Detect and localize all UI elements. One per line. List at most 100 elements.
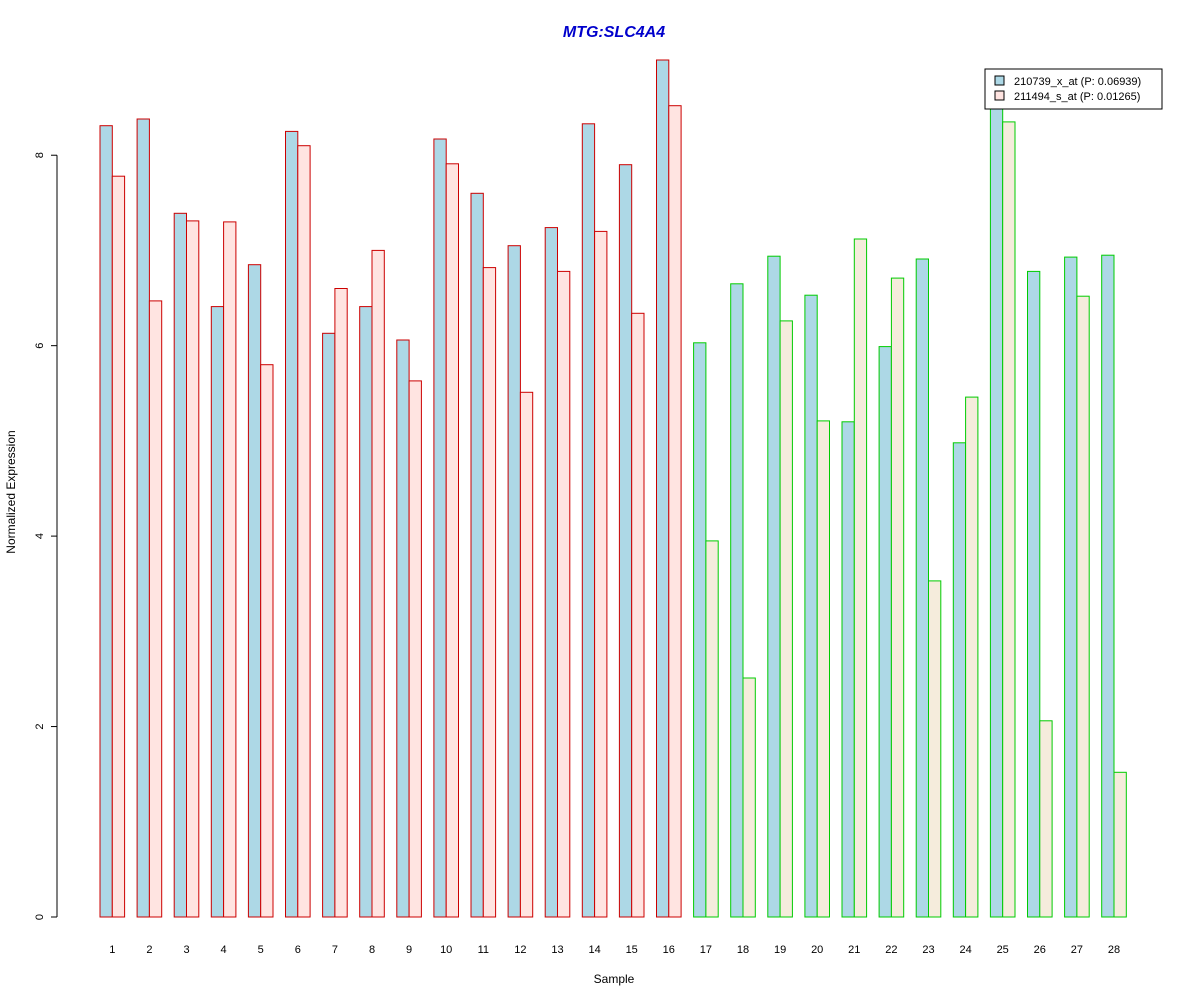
bar-sample-23-series-2 [928, 580, 942, 918]
bar-sample-24-series-2 [965, 396, 979, 918]
bar-sample-28-series-2 [1113, 771, 1127, 918]
bar-sample-22-series-1 [878, 346, 892, 918]
bar-sample-6-series-1 [285, 130, 299, 918]
x-tick-label: 17 [700, 944, 712, 956]
y-tick-label: 2 [34, 723, 46, 729]
bar-sample-21-series-1 [841, 421, 855, 918]
legend: 210739_x_at (P: 0.06939) 211494_s_at (P:… [984, 68, 1163, 110]
bar-sample-5-series-1 [247, 264, 262, 918]
bar-sample-21-series-2 [853, 238, 868, 918]
bar-sample-1-series-1 [99, 125, 113, 918]
bar-sample-23-series-1 [915, 258, 930, 918]
bar-sample-18-series-2 [742, 677, 756, 918]
x-tick-label: 2 [146, 944, 152, 956]
bar-sample-17-series-1 [693, 342, 707, 918]
x-tick-label: 9 [406, 944, 412, 956]
legend-swatch-series-1 [994, 75, 1005, 86]
bar-sample-8-series-1 [359, 306, 373, 918]
legend-label-series-1: 210739_x_at (P: 0.06939) [1014, 76, 1141, 88]
bar-sample-4-series-1 [210, 306, 225, 918]
bar-sample-6-series-2 [297, 145, 311, 918]
x-tick-label: 23 [922, 944, 934, 956]
bar-sample-7-series-2 [334, 288, 348, 918]
x-tick-label: 12 [514, 944, 526, 956]
x-tick-label: 3 [183, 944, 189, 956]
x-tick-label: 25 [997, 944, 1009, 956]
x-tick-label: 6 [295, 944, 301, 956]
x-tick-label: 18 [737, 944, 749, 956]
bar-sample-1-series-2 [111, 175, 126, 918]
x-tick-label: 8 [369, 944, 375, 956]
bar-sample-3-series-1 [173, 212, 187, 918]
bar-sample-9-series-2 [408, 380, 422, 918]
bar-sample-5-series-2 [260, 364, 274, 918]
x-tick-label: 19 [774, 944, 786, 956]
bar-sample-15-series-1 [618, 164, 633, 918]
legend-swatch-series-2 [994, 90, 1005, 101]
bar-sample-10-series-1 [433, 138, 447, 918]
x-tick-label: 21 [848, 944, 860, 956]
x-tick-label: 28 [1108, 944, 1120, 956]
bar-sample-12-series-1 [507, 245, 521, 918]
bar-sample-9-series-1 [396, 339, 410, 918]
bar-sample-12-series-2 [519, 391, 534, 918]
bar-sample-25-series-1 [989, 102, 1004, 918]
bar-sample-16-series-1 [656, 59, 670, 918]
bar-sample-2-series-2 [148, 300, 163, 918]
chart-title: MTG:SLC4A4 [563, 24, 665, 41]
bar-sample-24-series-1 [952, 442, 967, 918]
x-tick-label: 24 [959, 944, 971, 956]
bars-layer [99, 59, 1127, 918]
x-tick-label: 14 [588, 944, 600, 956]
x-tick-labels: 1 2 3 4 5 6 7 8 9 10 11 12 13 14 15 16 17 18 19 20 21 22 23 24 2… [109, 944, 1120, 956]
bar-sample-17-series-2 [705, 540, 719, 918]
bar-sample-26-series-1 [1027, 270, 1041, 918]
x-tick-label: 26 [1034, 944, 1046, 956]
bar-sample-27-series-1 [1064, 256, 1078, 918]
bar-sample-26-series-2 [1039, 720, 1053, 918]
bar-sample-19-series-1 [767, 255, 781, 918]
legend-box [984, 68, 1163, 110]
bar-sample-10-series-2 [445, 163, 460, 918]
x-tick-label: 16 [663, 944, 675, 956]
y-axis: 0 2 4 6 8 [34, 152, 58, 920]
bar-sample-4-series-2 [223, 221, 237, 918]
bar-sample-14-series-1 [581, 123, 596, 918]
bar-sample-11-series-2 [482, 267, 497, 918]
bar-sample-18-series-1 [730, 283, 744, 918]
x-tick-label: 5 [258, 944, 264, 956]
x-axis-label: Sample [594, 972, 635, 986]
bar-sample-22-series-2 [890, 277, 905, 918]
bar-sample-13-series-2 [557, 270, 571, 918]
bar-sample-27-series-2 [1076, 295, 1090, 918]
y-tick-label: 8 [34, 152, 46, 158]
x-tick-label: 4 [221, 944, 227, 956]
bar-sample-8-series-2 [371, 249, 385, 918]
x-tick-label: 15 [626, 944, 638, 956]
y-tick-label: 6 [34, 343, 46, 349]
bar-sample-14-series-2 [594, 230, 608, 918]
x-tick-label: 20 [811, 944, 823, 956]
y-tick-label: 0 [34, 914, 46, 920]
bar-sample-19-series-2 [779, 320, 793, 918]
bar-sample-7-series-1 [322, 332, 336, 918]
x-tick-label: 22 [885, 944, 897, 956]
bar-sample-3-series-2 [186, 220, 200, 918]
bar-sample-16-series-2 [668, 105, 682, 918]
x-tick-label: 27 [1071, 944, 1083, 956]
bar-sample-20-series-2 [816, 420, 831, 918]
x-tick-label: 1 [109, 944, 115, 956]
x-tick-label: 13 [551, 944, 563, 956]
legend-label-series-2: 211494_s_at (P: 0.01265) [1014, 91, 1140, 103]
bar-sample-25-series-2 [1002, 121, 1016, 918]
y-axis-label: Normalized Expression [4, 430, 18, 553]
x-tick-label: 10 [440, 944, 452, 956]
bar-sample-11-series-1 [470, 192, 484, 918]
bar-sample-13-series-1 [544, 227, 559, 918]
x-tick-label: 7 [332, 944, 338, 956]
y-tick-label: 4 [34, 533, 46, 539]
x-tick-label: 11 [478, 944, 489, 956]
bar-sample-2-series-1 [136, 118, 150, 918]
bar-sample-20-series-1 [804, 294, 818, 918]
